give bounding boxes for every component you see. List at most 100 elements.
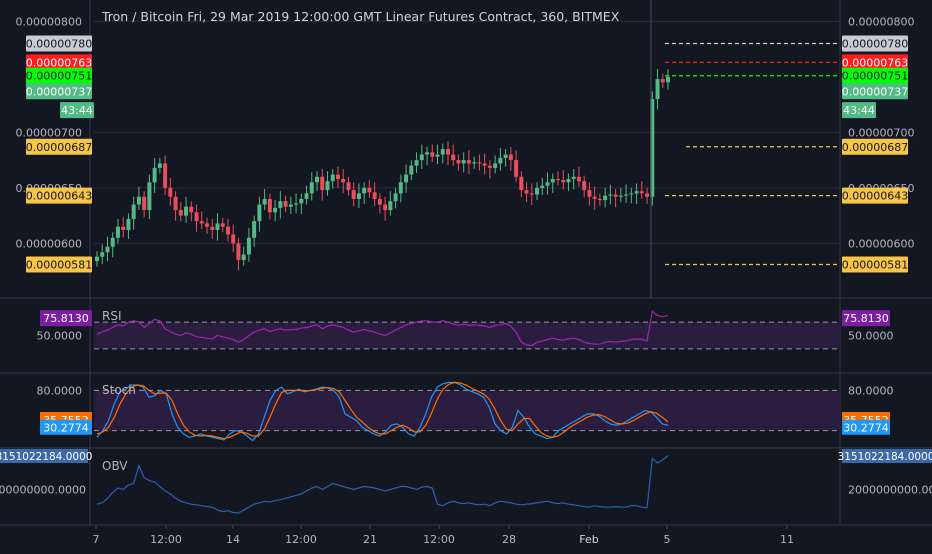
price-label-right — [842, 138, 908, 155]
candle-body — [487, 165, 492, 168]
candle-body — [194, 212, 199, 222]
candle-body — [493, 163, 498, 168]
x-tick-label: 7 — [93, 533, 100, 546]
price-label-left — [26, 256, 92, 273]
candle-body — [288, 204, 293, 207]
obv-value-right-text: 3151022184.0000 — [838, 451, 932, 463]
candle-body — [278, 201, 283, 208]
candle-body — [666, 76, 670, 83]
stoch-d-line — [96, 381, 669, 440]
candle-body — [257, 204, 262, 222]
candle-body — [466, 160, 471, 164]
chart-title: Tron / Bitcoin Fri, 29 Mar 2019 12:00:00… — [102, 9, 620, 24]
candle-body — [131, 204, 136, 219]
obv-value-left-text: 3151022184.0000 — [0, 451, 92, 463]
candle-body — [456, 160, 461, 164]
candle-body — [440, 149, 445, 155]
candle-body — [555, 178, 560, 181]
x-tick-label: 12:00 — [285, 533, 317, 546]
candle-body — [451, 154, 456, 161]
stoch-k-label-right-text: 30.2774 — [843, 422, 889, 435]
candle-body — [419, 154, 424, 161]
candle-body — [618, 195, 623, 197]
candle-body — [645, 193, 650, 197]
candle-body — [299, 198, 304, 204]
price-tick-right: 0.00000800 — [848, 15, 914, 28]
candle-body — [95, 256, 99, 262]
rsi-value-right — [842, 310, 890, 327]
x-tick-label: 5 — [664, 533, 671, 546]
price-label-right — [842, 256, 908, 273]
candle-body — [273, 207, 278, 213]
price-label-right-text: 43:44 — [843, 104, 875, 117]
price-label-left — [26, 138, 92, 155]
candle-body — [315, 176, 320, 183]
candle-body — [383, 204, 388, 211]
price-label-right-text: 0.00000581 — [842, 258, 908, 271]
price-label-right — [842, 102, 876, 119]
candle-body — [246, 237, 251, 255]
candle-body — [215, 223, 220, 231]
candle-body — [184, 206, 189, 216]
candle-body — [550, 178, 555, 183]
candle-body — [100, 252, 105, 257]
obv-line — [96, 455, 669, 514]
candle-body — [362, 187, 367, 194]
candle-body — [210, 226, 215, 231]
candle-body — [105, 246, 110, 253]
candle-body — [398, 182, 403, 194]
candle-body — [576, 176, 581, 182]
candle-body — [199, 221, 204, 224]
candle-body — [252, 221, 257, 238]
candle-body — [603, 195, 608, 201]
candle-body — [660, 79, 665, 83]
candle-body — [629, 193, 634, 195]
candle-body — [393, 193, 398, 202]
candle-body — [477, 162, 482, 164]
candle-body — [540, 185, 545, 188]
candle-body — [115, 226, 120, 238]
price-label-right-text: 0.00000643 — [842, 190, 908, 203]
candle-body — [524, 190, 529, 194]
price-label-right-text: 0.00000751 — [842, 70, 908, 83]
candle-body — [220, 223, 225, 227]
stoch-k-label-right — [842, 419, 890, 435]
stoch-band — [94, 390, 840, 431]
obv-value-left — [0, 449, 88, 463]
price-label-right — [842, 83, 908, 100]
candle-body — [377, 198, 382, 205]
candle-body — [121, 226, 126, 231]
rsi-tick-right: 50.0000 — [848, 330, 894, 343]
rsi-value-left-text: 75.8130 — [43, 312, 89, 325]
price-label-left-text: 0.00000763 — [26, 56, 92, 69]
x-tick-label: 12:00 — [423, 533, 455, 546]
price-label-right-text: 0.00000763 — [842, 56, 908, 69]
candle-body — [283, 201, 288, 207]
candle-body — [126, 218, 131, 231]
x-tick-label: Feb — [579, 533, 598, 546]
candle-body — [498, 157, 503, 164]
candle-body — [482, 163, 487, 166]
candle-body — [535, 187, 540, 195]
candle-body — [624, 194, 629, 196]
price-label-right-text: 0.00000780 — [842, 38, 908, 51]
candle-body — [351, 190, 356, 199]
price-label-left-text: 43:44 — [61, 104, 93, 117]
stoch-k-label-left-text: 30.2774 — [43, 422, 89, 435]
candle-body — [341, 178, 346, 183]
price-label-right — [842, 187, 908, 204]
x-tick-label: 28 — [502, 533, 516, 546]
x-tick-label: 14 — [226, 533, 240, 546]
price-label-right-text: 0.00000687 — [842, 141, 908, 154]
price-label-right — [842, 67, 908, 84]
candle-body — [508, 154, 513, 161]
price-label-left — [60, 102, 94, 119]
candle-body — [157, 163, 162, 168]
candle-body — [582, 181, 587, 191]
rsi-tick-left: 50.0000 — [37, 330, 83, 343]
price-tick-left: 0.00000600 — [16, 237, 82, 250]
obv-pane-label: OBV — [102, 459, 128, 473]
candle-body — [571, 176, 576, 179]
